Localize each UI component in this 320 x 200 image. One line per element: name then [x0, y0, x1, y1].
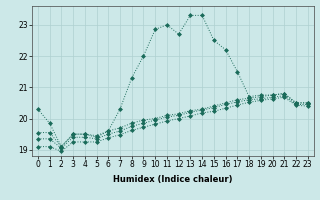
X-axis label: Humidex (Indice chaleur): Humidex (Indice chaleur) — [113, 175, 233, 184]
